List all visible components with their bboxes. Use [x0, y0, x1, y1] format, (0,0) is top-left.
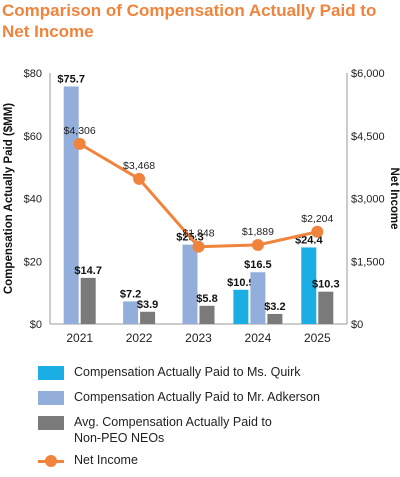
bar-label-avg-compensation-actually-paid-to-non-peo-neos: $3.9 [137, 299, 158, 311]
bar-avg-compensation-actually-paid-to-non-peo-neos [80, 277, 96, 324]
y2-tick-label: $4,500 [351, 131, 385, 143]
bar-compensation-actually-paid-to-ms-quirk [301, 247, 317, 324]
legend-label-quirk: Compensation Actually Paid to Ms. Quirk [74, 365, 301, 379]
legend-swatch-quirk [38, 366, 64, 380]
net-income-point [133, 172, 146, 185]
bar-label-compensation-actually-paid-to-ms-quirk: $10.9 [227, 277, 255, 289]
net-income-label: $1,889 [242, 226, 274, 238]
x-tick-label: 2024 [245, 331, 272, 345]
bar-avg-compensation-actually-paid-to-non-peo-neos [267, 313, 283, 324]
x-tick-label: 2021 [66, 331, 93, 345]
legend-item-non-peo: Avg. Compensation Actually Paid to Non-P… [38, 414, 378, 448]
y-tick-label: $40 [24, 194, 42, 206]
bar-avg-compensation-actually-paid-to-non-peo-neos [140, 311, 156, 324]
bar-avg-compensation-actually-paid-to-non-peo-neos [318, 291, 334, 324]
legend-swatch-adkerson [38, 391, 64, 405]
y-tick-label: $80 [24, 68, 42, 80]
bar-compensation-actually-paid-to-ms-quirk [233, 289, 249, 324]
legend-label-non-peo-line2: Non-PEO NEOs [74, 431, 165, 445]
legend: Compensation Actually Paid to Ms. Quirk … [38, 364, 378, 477]
net-income-label: $2,204 [301, 213, 333, 225]
bar-compensation-actually-paid-to-mr-adkerson [250, 272, 266, 324]
bar-label-avg-compensation-actually-paid-to-non-peo-neos: $3.2 [264, 301, 285, 313]
bar-label-compensation-actually-paid-to-mr-adkerson: $16.5 [244, 259, 272, 271]
legend-label-non-peo: Avg. Compensation Actually Paid to Non-P… [74, 414, 272, 446]
x-tick-label: 2022 [126, 331, 153, 345]
y2-axis-title: Net Income [388, 168, 400, 230]
net-income-label: $4,306 [64, 125, 96, 137]
legend-label-net-income: Net Income [74, 453, 138, 467]
y-tick-label: $20 [24, 256, 42, 268]
net-income-label: $3,468 [123, 160, 155, 172]
x-tick-label: 2023 [185, 331, 212, 345]
y-axis-title: Compensation Actually Paid ($MM) [3, 103, 15, 294]
bar-compensation-actually-paid-to-mr-adkerson [123, 301, 139, 324]
net-income-point [251, 238, 264, 251]
bar-label-avg-compensation-actually-paid-to-non-peo-neos: $10.3 [312, 279, 340, 291]
legend-item-adkerson: Compensation Actually Paid to Mr. Adkers… [38, 389, 378, 410]
legend-line-net-income [38, 453, 64, 469]
y2-tick-label: $3,000 [351, 194, 385, 206]
legend-item-quirk: Compensation Actually Paid to Ms. Quirk [38, 364, 378, 385]
bar-label-avg-compensation-actually-paid-to-non-peo-neos: $5.8 [196, 293, 217, 305]
y2-tick-label: $0 [351, 319, 363, 331]
y-tick-label: $0 [30, 319, 42, 331]
legend-item-net-income: Net Income [38, 452, 378, 473]
legend-label-non-peo-line1: Avg. Compensation Actually Paid to [74, 415, 272, 429]
bar-label-compensation-actually-paid-to-mr-adkerson: $7.2 [120, 288, 141, 300]
bar-label-compensation-actually-paid-to-mr-adkerson: $75.7 [57, 73, 85, 85]
bar-compensation-actually-paid-to-mr-adkerson [63, 86, 79, 325]
bar-avg-compensation-actually-paid-to-non-peo-neos [199, 305, 215, 324]
legend-label-adkerson: Compensation Actually Paid to Mr. Adkers… [74, 390, 320, 404]
x-tick-label: 2025 [304, 331, 331, 345]
net-income-label: $1,848 [182, 228, 214, 240]
y2-tick-label: $6,000 [351, 68, 385, 80]
net-income-point [192, 240, 205, 253]
net-income-point [73, 137, 86, 150]
y2-tick-label: $1,500 [351, 256, 385, 268]
chart-title: Comparison of Compensation Actually Paid… [2, 1, 377, 41]
legend-swatch-non-peo [38, 416, 64, 430]
combo-chart: $0 $20 $40 $60 $80 $0 $1,500 $3,000 $4,500 $6,000… [3, 68, 400, 345]
bar-compensation-actually-paid-to-mr-adkerson [182, 244, 198, 324]
net-income-point [311, 225, 324, 238]
bar-label-avg-compensation-actually-paid-to-non-peo-neos: $14.7 [74, 265, 102, 277]
y-tick-label: $60 [24, 131, 42, 143]
